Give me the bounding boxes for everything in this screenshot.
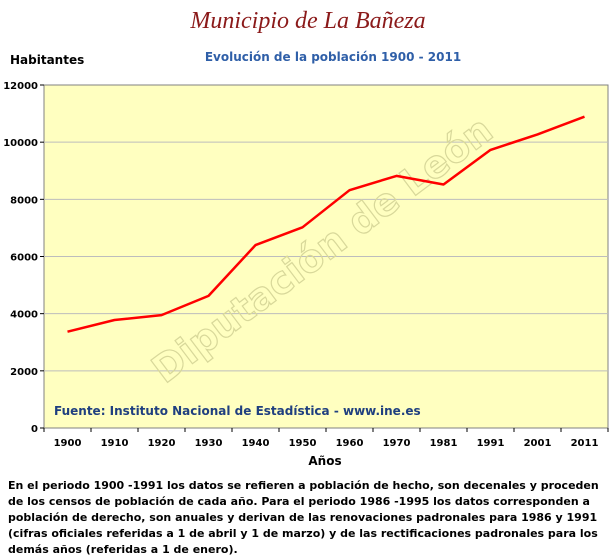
y-tick-label: 2000 bbox=[10, 367, 38, 378]
x-tick-label: 1970 bbox=[383, 438, 411, 449]
x-axis-label: Años bbox=[308, 454, 341, 468]
x-tick-label: 1930 bbox=[195, 438, 223, 449]
chart-subtitle: Evolución de la población 1900 - 2011 bbox=[204, 50, 462, 64]
y-axis-label: Habitantes bbox=[10, 53, 85, 67]
x-tick-label: 1900 bbox=[54, 438, 82, 449]
x-tick-label: 1960 bbox=[336, 438, 364, 449]
series-line bbox=[67, 115, 585, 333]
y-axis-ticks: 0 2000 4000 6000 8000 10000 12000 bbox=[3, 81, 44, 435]
chart-title: Municipio de La Bañeza bbox=[190, 8, 426, 34]
y-tick-label: 4000 bbox=[10, 310, 38, 321]
x-tick-label: 1991 bbox=[477, 438, 505, 449]
x-tick-label: 1920 bbox=[148, 438, 176, 449]
y-tick-label: 8000 bbox=[10, 195, 38, 206]
x-axis-ticks: 1900 1910 1920 1930 1940 1950 1960 1970 1981 1991… bbox=[43, 428, 609, 449]
x-tick-label: 2011 bbox=[571, 438, 599, 449]
x-tick-label: 2001 bbox=[524, 438, 552, 449]
x-tick-label: 1940 bbox=[242, 438, 270, 449]
x-tick-label: 1981 bbox=[430, 438, 458, 449]
x-tick-label: 1910 bbox=[101, 438, 129, 449]
y-tick-label: 0 bbox=[31, 424, 38, 435]
y-tick-label: 6000 bbox=[10, 253, 38, 264]
y-tick-label: 12000 bbox=[3, 81, 38, 92]
x-tick-label: 1950 bbox=[289, 438, 317, 449]
y-tick-label: 10000 bbox=[3, 138, 38, 149]
line-chart: Diputación de León 020004000600080001000… bbox=[3, 81, 609, 468]
footnote: En el periodo 1900 -1991 los datos se re… bbox=[8, 479, 599, 556]
source-note: Fuente: Instituto Nacional de Estadístic… bbox=[54, 404, 421, 418]
